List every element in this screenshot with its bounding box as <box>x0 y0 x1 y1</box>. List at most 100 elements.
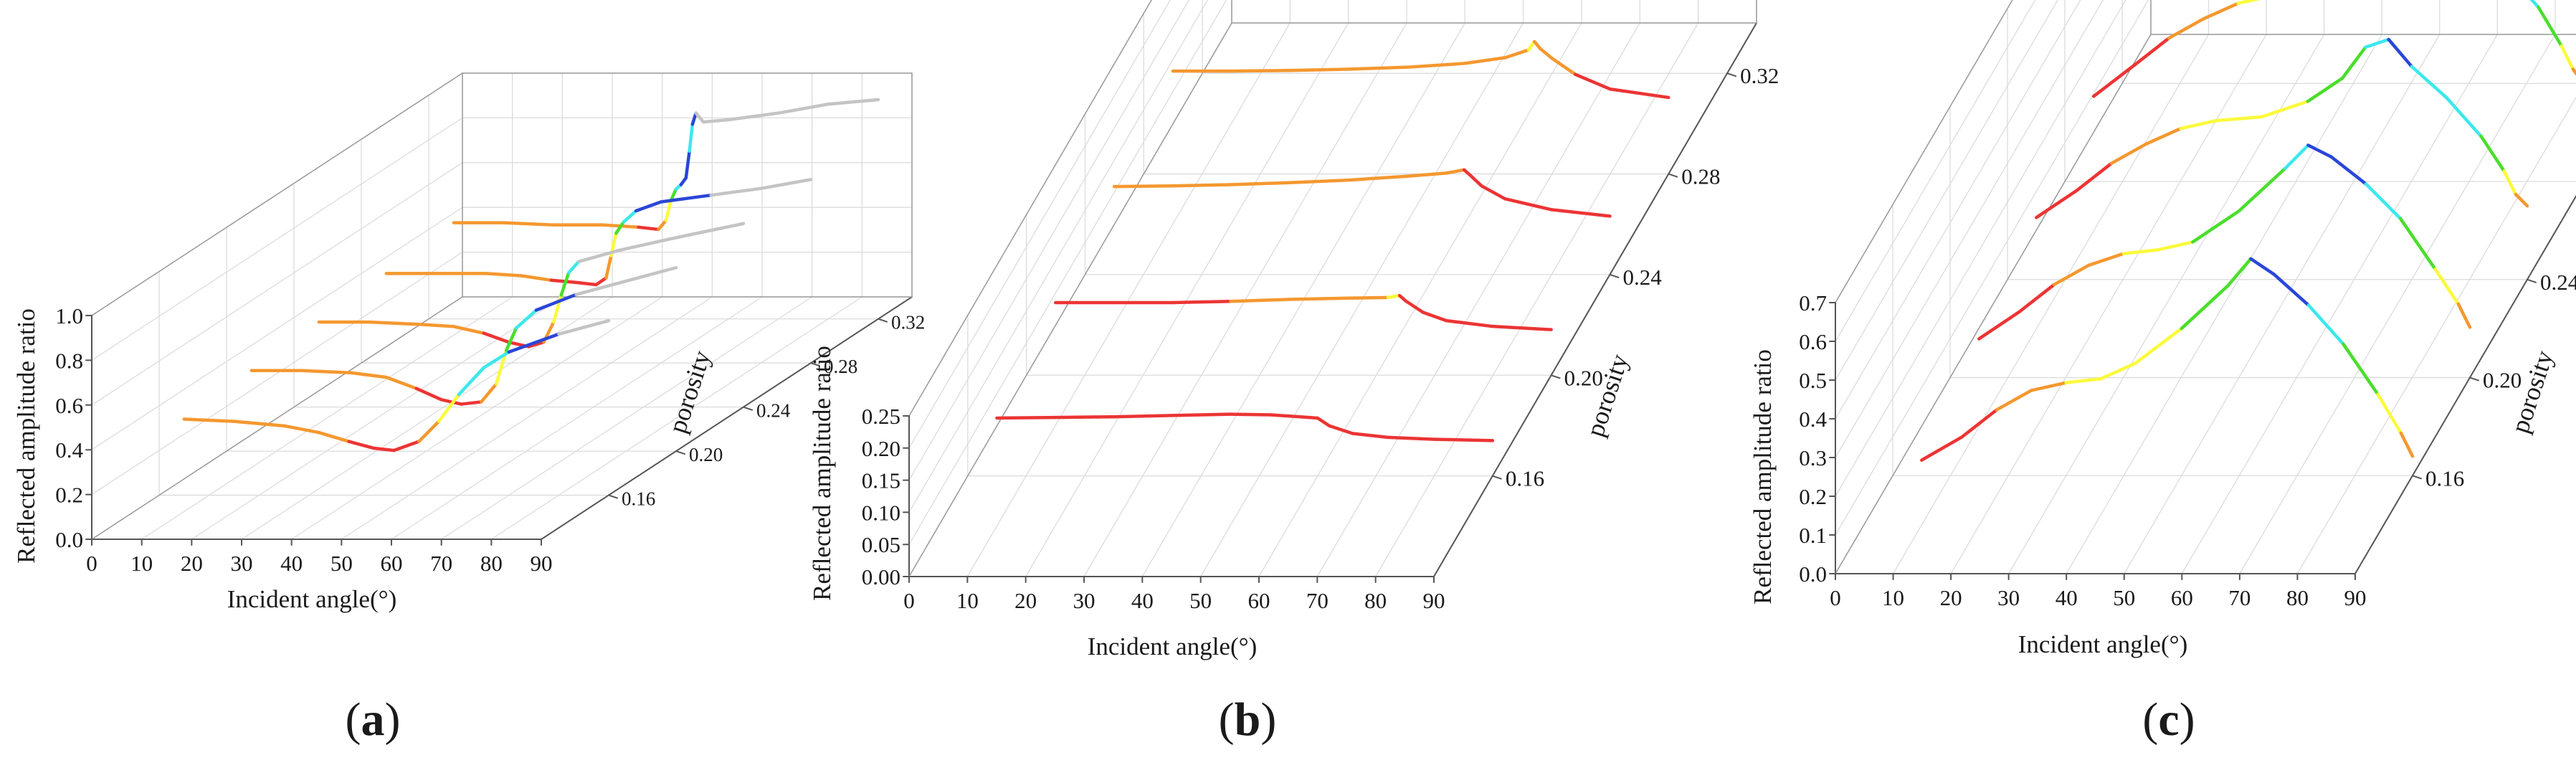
panel-a-series-segment <box>684 149 691 180</box>
panel-a-series-segment <box>759 178 813 191</box>
panel-c-series-segment <box>2099 361 2137 381</box>
panel-b-z-tick-mark-4 <box>1726 72 1737 77</box>
panel-a-y-tick-label: 0.4 <box>55 437 83 463</box>
panel-c-series-segment <box>2179 119 2218 131</box>
panel-a-series-segment <box>701 118 731 124</box>
panel-a-edge-top-left <box>91 72 463 316</box>
panel-c-series-porosity-0_2 <box>1977 143 2472 341</box>
panel-a-series-segment <box>549 278 578 285</box>
panel-c-x-tick-label: 0 <box>1830 585 1841 610</box>
panel-a-z-tick-mark-0 <box>608 494 618 499</box>
panel-c-grid-floor-x-6 <box>2181 34 2498 574</box>
panel-a-series-segment <box>694 111 705 124</box>
panel-c-grid-side-y-3 <box>1835 0 2104 458</box>
panel-c-y-tick-label: 0.1 <box>1799 523 1827 548</box>
panel-c-series-segment <box>2514 192 2529 208</box>
panel-a-series-segment <box>384 375 418 390</box>
panel-a-series-segment <box>557 318 611 336</box>
panel-b-series-segment <box>1444 318 1495 328</box>
panel-b-series-segment <box>1346 174 1408 182</box>
panel-a-x-tick-label: 40 <box>280 551 303 576</box>
panel-c-x-tick-label: 70 <box>2228 585 2251 610</box>
panel-c-series-segment <box>2167 17 2205 40</box>
panel-b-grid-floor-x-7 <box>1316 22 1640 577</box>
panel-a-grid-floor-x-4 <box>291 296 663 540</box>
panel-a-series-segment <box>659 193 713 204</box>
panel-c-series-segment <box>2109 142 2148 166</box>
panel-a-series-segment <box>688 123 695 153</box>
panel-c-x-tick-label: 90 <box>2344 585 2367 610</box>
panel-a-series-segment <box>502 221 556 227</box>
panel-c-series-segment <box>2399 217 2437 271</box>
panel-b-series-porosity-0_24 <box>1112 168 1612 218</box>
panel-b-zlabel: porosity <box>1580 351 1634 440</box>
panel-a-y-tick-label: 1.0 <box>55 303 83 328</box>
panel-a-z-tick-label: 0.20 <box>689 444 723 465</box>
panel-c-y-tick-label: 0.6 <box>1799 329 1827 354</box>
panel-a-ticks: 0 10 20 30 40 50 60 70 80 90 0.0 0.2 0.4 0.6 0.8 1.0 0.1… <box>55 303 925 576</box>
panel-b-ticks: 0 10 20 30 40 50 60 70 80 90 0.00 0.05 0.10 0.15 0.20 0… <box>862 63 1779 613</box>
panel-a-xlabel: Incident angle(°) <box>227 585 397 613</box>
panel-c-series-segment <box>2560 44 2575 71</box>
panel-c-y-tick-label: 0.4 <box>1799 407 1827 432</box>
panel-c-series-segment <box>2306 76 2344 103</box>
panel-a-x-tick-label: 0 <box>86 551 98 576</box>
panel-c-z-tick-label: 0.16 <box>2425 465 2464 490</box>
panel-a-grid-side-y-4 <box>91 117 463 361</box>
panel-c-series-segment <box>2075 161 2114 192</box>
panel-c-series-segment <box>2479 134 2506 173</box>
panel-a-series-segment <box>622 209 638 224</box>
panel-a-z-tick-label: 0.28 <box>824 356 857 377</box>
panel-b-series-segment <box>1526 39 1536 52</box>
panel-b-y-tick-label: 0.25 <box>862 404 900 429</box>
panel-c-z-tick-mark-0 <box>2412 475 2422 480</box>
panel-a-series-segment <box>439 398 463 406</box>
panel-a-series-segment <box>574 279 628 296</box>
panel-b-series-segment <box>1386 435 1436 441</box>
panel-b-grid-floor-x-2 <box>1025 22 1349 577</box>
panel-c-grid-floor-x-5 <box>2124 34 2440 574</box>
panel-a-series-porosity-0_24 <box>317 222 746 349</box>
panel-a-z-tick-label: 0.16 <box>622 488 655 510</box>
panel-b-series-segment <box>1539 47 1554 60</box>
panel-c-series-porosity-0_28 <box>2092 0 2576 98</box>
panel-c-series-segment <box>2035 189 2078 219</box>
panel-b-x-tick-label: 10 <box>956 588 979 613</box>
panel-c-series-segment <box>1920 435 1964 462</box>
panel-a-ylabel: Reflected amplitude ratio <box>12 308 40 564</box>
panel-b-series-segment <box>1463 56 1507 65</box>
panel-a-series-segment <box>657 219 668 232</box>
panel-b-series-segment <box>1111 414 1174 419</box>
panel-c-grid-floor-x-7 <box>2239 34 2556 574</box>
panel-a-x-tick-label: 90 <box>531 551 553 576</box>
panel-c-edge-top-left <box>1835 0 2013 303</box>
panel-b-series-segment <box>1421 311 1448 323</box>
panel-a-series-segment <box>634 200 663 213</box>
panel-c-series-segment <box>2329 155 2368 186</box>
panel-a-grid-side-y-1 <box>91 251 463 496</box>
panel-b-series-segment <box>1228 412 1273 417</box>
panel-a-series-segment <box>484 272 523 278</box>
panel-b-series-segment <box>1608 87 1670 100</box>
panel-a-series-segment <box>709 186 763 197</box>
panel-b-z-tick-label: 0.32 <box>1740 63 1779 88</box>
panel-a-series-segment <box>507 332 561 354</box>
panel-c-series-segment <box>1995 389 2033 412</box>
panel-c-grid-side-y-5 <box>1835 0 2058 381</box>
panel-b-grid-side-y-5 <box>908 0 1152 417</box>
panel-a-series-segment <box>637 225 660 232</box>
panel-a-y-tick-label: 0.0 <box>55 527 83 552</box>
panel-b-series-porosity-0_2 <box>1054 293 1553 331</box>
panel-b-z-tick-label: 0.28 <box>1681 164 1720 189</box>
panel-c-grid-floor-x-1 <box>1892 34 2210 574</box>
panel-b-series-segment <box>1170 412 1232 417</box>
panel-a-z-tick-mark-3 <box>810 362 820 367</box>
panel-c-series-segment <box>2283 143 2310 171</box>
panel-a-series-segment <box>574 280 598 287</box>
panel-a-label: (a) <box>346 693 401 746</box>
panel-a-series-segment <box>576 248 621 264</box>
panel-a-series-segment <box>482 331 510 344</box>
panel-b-series-segment <box>1298 414 1320 420</box>
panel-b-z-axis <box>1433 22 1757 577</box>
